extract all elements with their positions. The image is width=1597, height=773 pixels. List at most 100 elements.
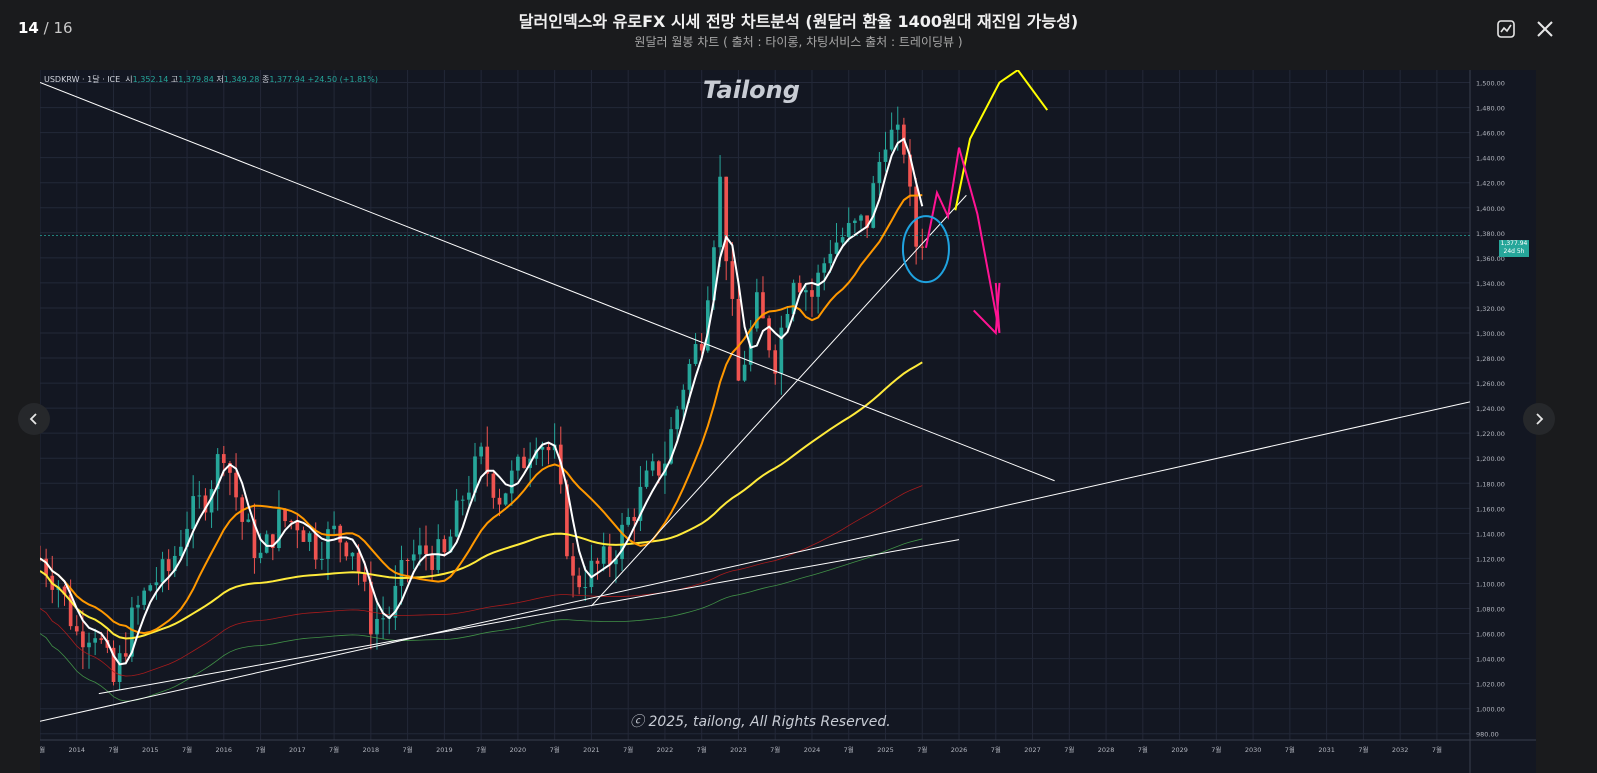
- candle-body: [810, 290, 814, 297]
- candle-body: [705, 300, 710, 351]
- candle-body: [172, 555, 177, 572]
- candle-body: [620, 524, 624, 560]
- copyright: ⓒ 2025, tailong, All Rights Reserved.: [630, 714, 891, 730]
- chart-image-icon[interactable]: [1493, 16, 1519, 42]
- candle-body: [656, 461, 661, 476]
- x-tick-label: 7월: [697, 745, 707, 754]
- candle-body: [179, 546, 183, 556]
- candle-body: [467, 492, 471, 500]
- candle-body: [344, 542, 349, 557]
- y-tick-label: 1,120.00: [1476, 555, 1505, 563]
- candle-body: [601, 546, 606, 564]
- candle-body: [534, 449, 539, 459]
- candle-body: [546, 446, 551, 451]
- candle-body: [191, 496, 196, 529]
- candle-body: [540, 446, 545, 450]
- candle-body: [865, 215, 869, 228]
- page-subtitle: 원달러 월봉 차트 ( 출처 : 타이롱, 차팅서비스 출처 : 트레이딩뷰 ): [634, 35, 963, 49]
- candle-body: [270, 534, 275, 549]
- close-icon[interactable]: [1532, 16, 1558, 42]
- candle-body: [644, 470, 649, 487]
- candle-body: [448, 536, 453, 553]
- x-tick-label: 2015: [142, 746, 159, 754]
- y-tick-label: 1,180.00: [1476, 480, 1505, 488]
- candle-body: [326, 529, 330, 559]
- candle-body: [197, 495, 202, 497]
- y-tick-label: 1,220.00: [1476, 430, 1505, 438]
- candle-body: [130, 607, 134, 657]
- candle-body: [767, 318, 771, 351]
- y-tick-label: 1,400.00: [1476, 205, 1505, 213]
- candle-body: [93, 638, 97, 643]
- x-tick-label: 2031: [1318, 746, 1335, 754]
- candle-body: [160, 559, 165, 583]
- watermark: Tailong: [703, 76, 800, 104]
- candle-body: [313, 533, 318, 560]
- y-tick-label: 1,100.00: [1476, 580, 1505, 588]
- candle-body: [730, 261, 735, 299]
- y-tick-label: 1,440.00: [1476, 155, 1505, 163]
- candle-body: [479, 446, 483, 457]
- symbol-label: USDKRW · 1달 · ICE: [44, 75, 121, 84]
- y-tick-label: 1,300.00: [1476, 330, 1505, 338]
- candle-body: [693, 344, 698, 364]
- candle-body: [289, 521, 294, 523]
- y-tick-label: 1,080.00: [1476, 606, 1505, 614]
- chart-canvas: 1,500.00 1,480.00 1,460.00 1,440.00 1,420.00…: [40, 70, 1536, 773]
- y-tick-label: 1,460.00: [1476, 130, 1505, 138]
- x-tick-label: 2024: [804, 746, 821, 754]
- prev-button[interactable]: [18, 403, 50, 435]
- candle-body: [123, 653, 128, 657]
- candle-body: [393, 585, 398, 618]
- candle-body: [614, 559, 618, 565]
- x-tick-label: 2022: [657, 746, 674, 754]
- candle-body: [356, 552, 361, 574]
- x-tick-label: 7월: [1138, 745, 1148, 754]
- candle-body: [920, 246, 925, 248]
- candle-body: [411, 554, 416, 561]
- candle-body: [62, 586, 67, 595]
- change-value: +24.50 (+1.81%): [307, 75, 378, 84]
- y-tick-label: 1,240.00: [1476, 405, 1505, 413]
- candle-body: [626, 516, 631, 525]
- y-tick-label: 1,480.00: [1476, 105, 1505, 113]
- candle-body: [473, 456, 477, 493]
- chart-ohlc-header: USDKRW · 1달 · ICE 시1,352.14 고1,379.84 저1…: [44, 74, 378, 85]
- y-tick-label: 980.00: [1476, 731, 1499, 739]
- candle-body: [307, 533, 312, 542]
- next-button[interactable]: [1523, 403, 1555, 435]
- countdown: 24d 5h: [1503, 248, 1525, 255]
- y-tick-label: 1,360.00: [1476, 255, 1505, 263]
- candle-body: [681, 389, 686, 410]
- page-title: 달러인덱스와 유로FX 시세 전망 차트분석 (원달러 환율 1400원대 재진…: [518, 12, 1079, 31]
- candle-body: [503, 493, 508, 505]
- low-label: 저: [216, 75, 224, 84]
- counter-total: / 16: [43, 19, 73, 37]
- low-value: 1,349.28: [223, 75, 260, 84]
- candle-body: [430, 554, 434, 570]
- x-tick-label: 2018: [363, 746, 380, 754]
- candle-body: [148, 585, 153, 591]
- y-tick-label: 1,000.00: [1476, 706, 1505, 714]
- candle-body: [381, 618, 385, 620]
- candle-body: [522, 456, 526, 468]
- candle-body: [209, 489, 214, 513]
- candle-body: [99, 638, 104, 641]
- y-tick-label: 1,260.00: [1476, 380, 1505, 388]
- open-value: 1,352.14: [132, 75, 169, 84]
- candle-body: [785, 313, 790, 328]
- y-tick-label: 1,140.00: [1476, 530, 1505, 538]
- y-tick-label: 1,420.00: [1476, 180, 1505, 188]
- candle-body: [846, 222, 851, 238]
- open-label: 시: [125, 75, 133, 84]
- candle-body: [736, 298, 741, 381]
- candle-body: [859, 215, 863, 221]
- chevron-right-icon: [1536, 413, 1544, 425]
- candle-body: [724, 176, 729, 262]
- x-tick-label: 2016: [216, 746, 233, 754]
- support-line-2: [98, 539, 960, 695]
- x-tick-label: 7월: [1432, 745, 1442, 754]
- candle-body: [264, 534, 269, 553]
- candle-body: [369, 581, 373, 635]
- candle-body: [399, 560, 404, 586]
